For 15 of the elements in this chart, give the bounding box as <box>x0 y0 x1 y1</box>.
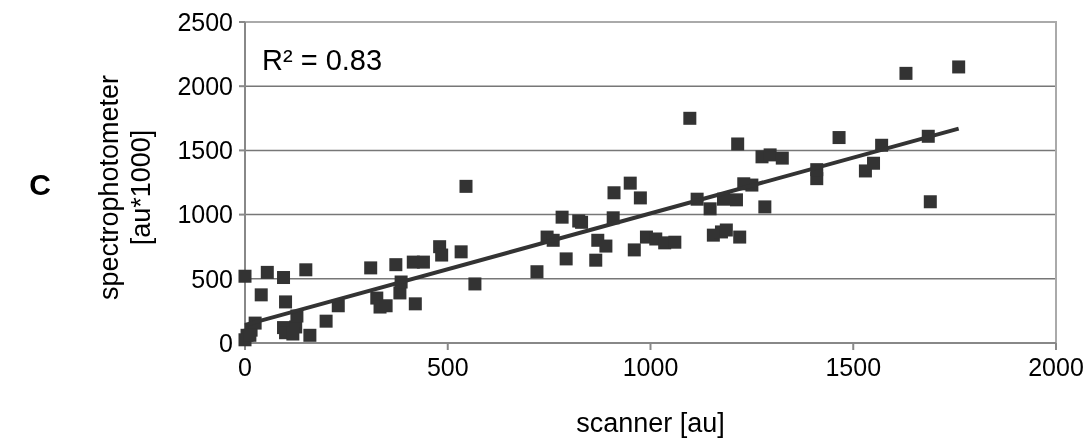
x-axis-title: scanner [au] <box>576 408 725 438</box>
x-tick-label: 500 <box>426 353 469 381</box>
y-tick-label: 500 <box>191 264 233 293</box>
y-tick-label: 2500 <box>177 7 233 36</box>
y-tick-label: 1500 <box>177 136 233 165</box>
x-tick-label: 1000 <box>622 353 679 381</box>
annotation: R² = 0.83 <box>262 44 383 76</box>
x-tick-label: 1500 <box>825 353 882 381</box>
x-tick-label: 2000 <box>1028 353 1084 381</box>
x-tick-label: 0 <box>238 353 252 381</box>
y-tick-label: 2000 <box>177 71 233 100</box>
text: C <box>29 168 51 201</box>
y-axis-title: spectrophotometer [au*1000] <box>94 74 156 301</box>
y-tick-label: 1000 <box>177 200 233 229</box>
y-tick-label: 0 <box>219 328 233 357</box>
